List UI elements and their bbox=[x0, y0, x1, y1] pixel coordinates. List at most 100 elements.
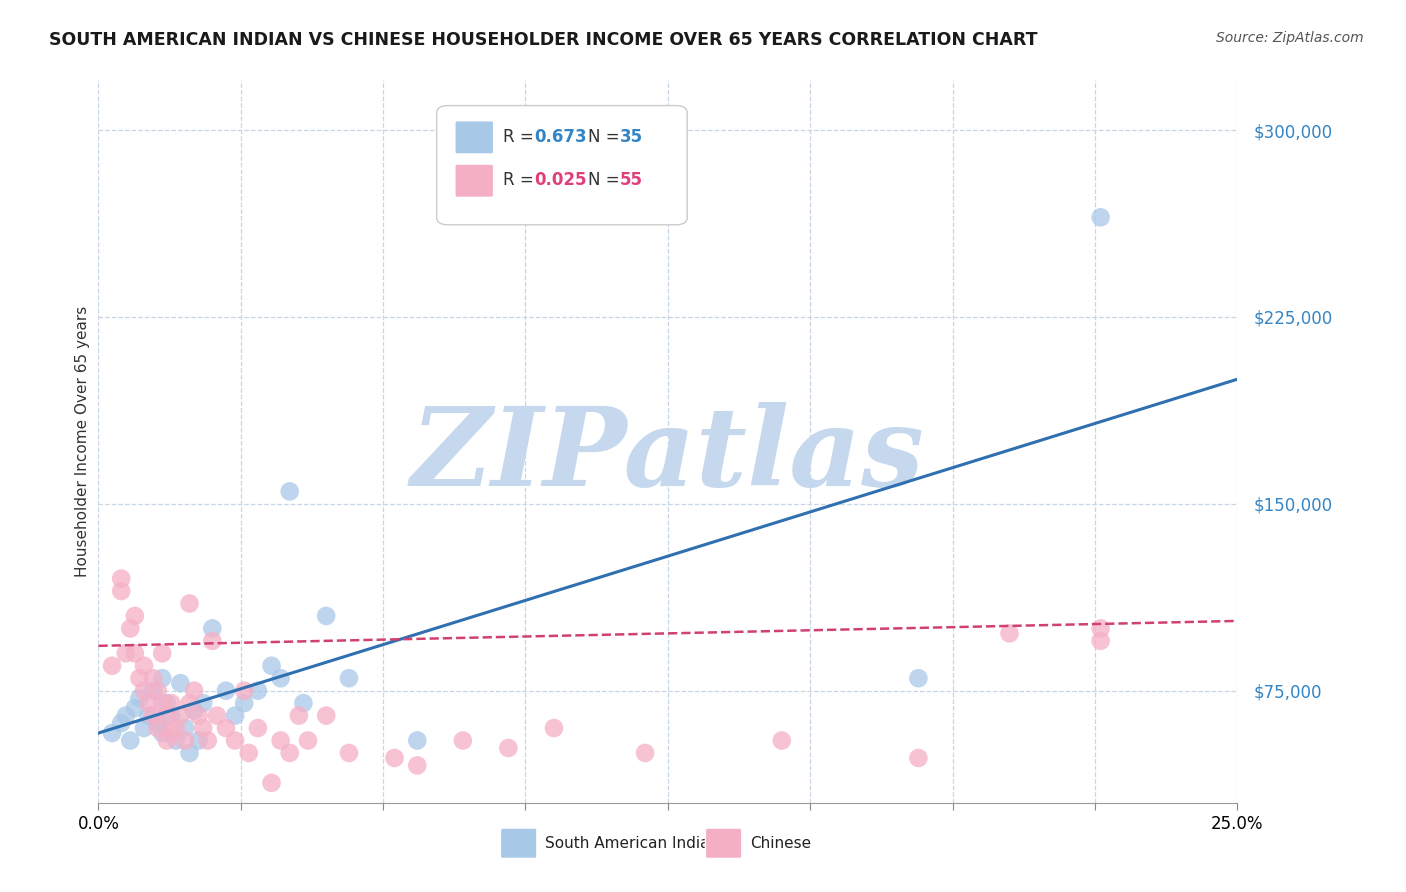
Point bbox=[142, 708, 165, 723]
Text: 55: 55 bbox=[620, 171, 643, 189]
Text: 0.673: 0.673 bbox=[534, 128, 588, 145]
Point bbox=[132, 658, 155, 673]
Point bbox=[292, 696, 315, 710]
Point bbox=[120, 621, 142, 635]
Point bbox=[205, 708, 228, 723]
Point bbox=[110, 572, 132, 586]
Point bbox=[1090, 211, 1112, 225]
Point bbox=[907, 671, 929, 685]
Point bbox=[165, 721, 187, 735]
Point bbox=[165, 733, 187, 747]
Point bbox=[1090, 621, 1112, 635]
Point bbox=[150, 726, 173, 740]
FancyBboxPatch shape bbox=[706, 828, 742, 858]
Point bbox=[169, 708, 191, 723]
Point bbox=[1090, 633, 1112, 648]
Point bbox=[124, 609, 146, 624]
Point bbox=[160, 726, 183, 740]
Text: 0.025: 0.025 bbox=[534, 171, 588, 189]
Point bbox=[183, 683, 205, 698]
Point bbox=[215, 721, 238, 735]
Point bbox=[998, 626, 1021, 640]
Point bbox=[406, 733, 429, 747]
FancyBboxPatch shape bbox=[456, 164, 494, 197]
Point bbox=[233, 696, 256, 710]
Point bbox=[270, 671, 292, 685]
Point bbox=[297, 733, 319, 747]
Text: SOUTH AMERICAN INDIAN VS CHINESE HOUSEHOLDER INCOME OVER 65 YEARS CORRELATION CH: SOUTH AMERICAN INDIAN VS CHINESE HOUSEHO… bbox=[49, 31, 1038, 49]
Point bbox=[120, 733, 142, 747]
Point bbox=[124, 646, 146, 660]
Point bbox=[193, 721, 215, 735]
FancyBboxPatch shape bbox=[456, 120, 494, 154]
Point bbox=[142, 671, 165, 685]
Point bbox=[270, 733, 292, 747]
Point bbox=[260, 658, 283, 673]
Point bbox=[183, 704, 205, 718]
Point bbox=[337, 746, 360, 760]
Point bbox=[146, 716, 169, 731]
Point bbox=[224, 733, 246, 747]
Point bbox=[197, 733, 219, 747]
Point bbox=[160, 696, 183, 710]
Point bbox=[278, 746, 301, 760]
Point bbox=[132, 683, 155, 698]
Point bbox=[315, 609, 337, 624]
Point bbox=[215, 683, 238, 698]
Y-axis label: Householder Income Over 65 years: Householder Income Over 65 years bbox=[75, 306, 90, 577]
Point bbox=[110, 584, 132, 599]
Point bbox=[246, 721, 269, 735]
FancyBboxPatch shape bbox=[501, 828, 537, 858]
Point bbox=[201, 621, 224, 635]
Point bbox=[138, 708, 160, 723]
Point bbox=[142, 683, 165, 698]
Point bbox=[451, 733, 474, 747]
Point bbox=[384, 751, 406, 765]
Point bbox=[543, 721, 565, 735]
Point bbox=[315, 708, 337, 723]
Text: R =: R = bbox=[503, 128, 538, 145]
Point bbox=[179, 696, 201, 710]
Point bbox=[156, 696, 179, 710]
Point bbox=[238, 746, 260, 760]
Point bbox=[187, 708, 209, 723]
Point bbox=[150, 671, 173, 685]
Point bbox=[114, 708, 136, 723]
Point bbox=[179, 597, 201, 611]
Point bbox=[132, 721, 155, 735]
Point bbox=[337, 671, 360, 685]
Point bbox=[128, 691, 150, 706]
Text: Source: ZipAtlas.com: Source: ZipAtlas.com bbox=[1216, 31, 1364, 45]
Point bbox=[498, 741, 520, 756]
Point bbox=[114, 646, 136, 660]
Text: South American Indians: South American Indians bbox=[546, 837, 727, 852]
Point bbox=[187, 733, 209, 747]
FancyBboxPatch shape bbox=[437, 105, 688, 225]
Point bbox=[406, 758, 429, 772]
Point bbox=[179, 746, 201, 760]
Point bbox=[246, 683, 269, 698]
Point bbox=[101, 726, 124, 740]
Point bbox=[128, 671, 150, 685]
Point bbox=[150, 696, 173, 710]
Point bbox=[201, 633, 224, 648]
Point bbox=[278, 484, 301, 499]
Text: N =: N = bbox=[588, 171, 626, 189]
Point bbox=[160, 708, 183, 723]
Point bbox=[146, 683, 169, 698]
Point bbox=[110, 716, 132, 731]
Point bbox=[169, 676, 191, 690]
Point bbox=[146, 721, 169, 735]
Text: ZIPatlas: ZIPatlas bbox=[411, 402, 925, 509]
Text: Chinese: Chinese bbox=[749, 837, 811, 852]
Point bbox=[907, 751, 929, 765]
Point bbox=[174, 721, 197, 735]
Point bbox=[124, 701, 146, 715]
Point bbox=[138, 696, 160, 710]
Text: R =: R = bbox=[503, 171, 538, 189]
Point bbox=[150, 646, 173, 660]
Text: 35: 35 bbox=[620, 128, 643, 145]
Point bbox=[634, 746, 657, 760]
Point bbox=[156, 733, 179, 747]
Text: N =: N = bbox=[588, 128, 626, 145]
